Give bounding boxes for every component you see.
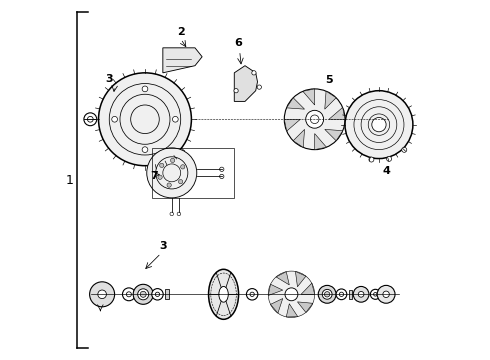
- Circle shape: [170, 212, 173, 216]
- Circle shape: [358, 292, 364, 297]
- Circle shape: [98, 290, 106, 298]
- FancyBboxPatch shape: [348, 290, 352, 298]
- Polygon shape: [276, 272, 289, 285]
- Circle shape: [345, 91, 413, 158]
- Circle shape: [306, 111, 323, 128]
- Circle shape: [90, 282, 115, 307]
- Circle shape: [158, 175, 162, 179]
- Polygon shape: [293, 129, 305, 147]
- Circle shape: [377, 285, 395, 303]
- Text: 5: 5: [325, 75, 333, 85]
- Text: 3: 3: [159, 242, 167, 251]
- Circle shape: [284, 89, 345, 150]
- Polygon shape: [301, 283, 315, 294]
- Polygon shape: [270, 298, 283, 313]
- Circle shape: [370, 289, 380, 299]
- Circle shape: [171, 158, 175, 162]
- Circle shape: [172, 116, 178, 122]
- Polygon shape: [268, 284, 283, 296]
- Circle shape: [324, 292, 330, 297]
- Polygon shape: [163, 48, 202, 73]
- Polygon shape: [287, 98, 305, 109]
- Circle shape: [336, 289, 347, 300]
- Polygon shape: [234, 66, 258, 102]
- Text: 3: 3: [105, 73, 113, 84]
- Polygon shape: [286, 304, 298, 317]
- Polygon shape: [325, 91, 336, 109]
- Circle shape: [369, 157, 374, 162]
- Circle shape: [160, 163, 164, 167]
- Circle shape: [98, 73, 192, 166]
- Circle shape: [126, 292, 131, 297]
- Polygon shape: [329, 107, 345, 119]
- Ellipse shape: [209, 269, 239, 319]
- Circle shape: [373, 293, 377, 296]
- Polygon shape: [315, 134, 326, 150]
- Text: 2: 2: [177, 27, 185, 37]
- Circle shape: [138, 289, 148, 300]
- Text: 4: 4: [382, 166, 390, 176]
- Circle shape: [147, 148, 197, 198]
- Polygon shape: [297, 302, 313, 312]
- Circle shape: [181, 165, 185, 169]
- Circle shape: [387, 156, 392, 161]
- Circle shape: [152, 289, 163, 300]
- Circle shape: [372, 117, 386, 132]
- Text: 1: 1: [66, 174, 74, 186]
- Text: 7: 7: [150, 171, 158, 181]
- Ellipse shape: [219, 287, 228, 302]
- Polygon shape: [325, 129, 343, 141]
- Circle shape: [142, 147, 148, 153]
- Polygon shape: [303, 89, 315, 105]
- Circle shape: [252, 71, 256, 75]
- Circle shape: [234, 89, 238, 93]
- Circle shape: [250, 292, 254, 296]
- Polygon shape: [295, 271, 306, 287]
- Circle shape: [178, 180, 183, 184]
- Circle shape: [220, 174, 224, 179]
- Polygon shape: [284, 119, 300, 131]
- Circle shape: [177, 212, 181, 216]
- Text: 6: 6: [234, 38, 242, 48]
- Circle shape: [353, 287, 369, 302]
- Circle shape: [322, 289, 332, 299]
- Circle shape: [268, 271, 315, 318]
- Circle shape: [112, 116, 118, 122]
- Circle shape: [133, 284, 153, 304]
- Circle shape: [402, 147, 407, 152]
- Circle shape: [339, 292, 343, 296]
- Circle shape: [142, 86, 148, 92]
- Circle shape: [257, 85, 262, 89]
- Circle shape: [220, 167, 224, 171]
- Circle shape: [246, 289, 258, 300]
- Circle shape: [140, 291, 146, 297]
- Circle shape: [167, 183, 171, 187]
- Circle shape: [318, 285, 336, 303]
- Circle shape: [155, 292, 160, 296]
- Circle shape: [383, 291, 390, 297]
- Circle shape: [122, 288, 135, 301]
- FancyBboxPatch shape: [165, 289, 169, 299]
- Circle shape: [285, 288, 298, 301]
